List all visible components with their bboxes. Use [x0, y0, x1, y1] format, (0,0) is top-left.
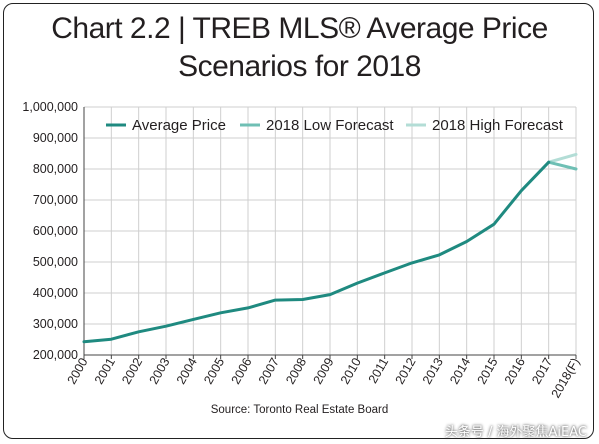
y-tick-label: 1,000,000 — [22, 100, 78, 114]
legend-label: Average Price — [132, 117, 226, 134]
y-tick-label: 300,000 — [33, 317, 78, 331]
x-tick-label: 2017 — [529, 355, 555, 386]
y-tick-label: 800,000 — [33, 162, 78, 176]
x-tick-label: 2008 — [283, 355, 309, 386]
x-tick-label: 2007 — [256, 355, 282, 386]
y-tick-label: 500,000 — [33, 255, 78, 269]
series-line-2018-low-forecast — [547, 160, 578, 171]
y-tick-label: 400,000 — [33, 286, 78, 300]
y-tick-label: 600,000 — [33, 224, 78, 238]
x-tick-label: 2009 — [311, 355, 337, 386]
chart-title: Chart 2.2 | TREB MLS® Average Price Scen… — [0, 10, 599, 86]
series-line-average-price — [82, 160, 551, 344]
legend-label: 2018 High Forecast — [432, 117, 564, 134]
grid — [83, 106, 577, 356]
x-tick-label: 2006 — [229, 355, 255, 386]
y-tick-label: 200,000 — [33, 348, 78, 362]
x-tick-label: 2015 — [475, 355, 501, 386]
x-tick-label: 2016 — [502, 355, 528, 386]
series — [82, 152, 578, 344]
legend: Average Price 2018 Low Forecast 2018 High … — [106, 117, 564, 134]
x-tick-label: 2003 — [147, 355, 173, 386]
x-tick-label: 2005 — [201, 355, 227, 386]
x-tick-label: 2013 — [420, 355, 446, 386]
legend-label: 2018 Low Forecast — [266, 117, 394, 134]
x-tick-label: 2011 — [366, 355, 392, 385]
watermark: 头条号 / 海外聚焦AiEAC — [444, 425, 587, 440]
chart-title-line2: Scenarios for 2018 — [178, 50, 421, 83]
x-tick-label: 2010 — [338, 355, 364, 386]
x-tick-label: 2012 — [393, 355, 419, 386]
x-tick-label: 2004 — [174, 355, 200, 386]
chart-title-line1: Chart 2.2 | TREB MLS® Average Price — [51, 12, 548, 45]
series-line-2018-high-forecast — [547, 152, 578, 164]
x-tick-label: 2002 — [119, 355, 145, 386]
x-tick-label: 2014 — [447, 355, 473, 386]
y-tick-label: 700,000 — [33, 193, 78, 207]
chart-source: Source: Toronto Real Estate Board — [210, 404, 389, 416]
y-tick-label: 900,000 — [33, 131, 78, 145]
x-tick-label: 2001 — [92, 355, 118, 386]
